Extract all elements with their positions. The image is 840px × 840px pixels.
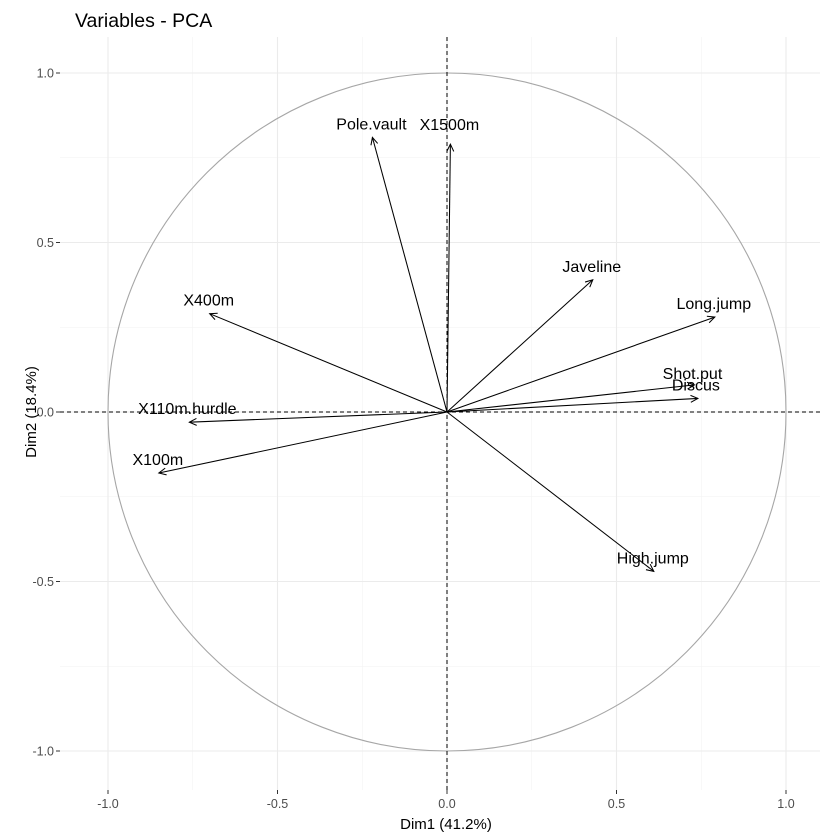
x-tick-label: -0.5 bbox=[267, 797, 289, 811]
arrow-shaft bbox=[446, 316, 715, 413]
arrow-head bbox=[188, 417, 197, 426]
arrow-javeline bbox=[446, 278, 594, 413]
arrow-head bbox=[690, 394, 700, 403]
label-discus: Discus bbox=[672, 377, 720, 394]
arrow-shaft bbox=[158, 411, 448, 474]
arrow-head bbox=[370, 136, 379, 146]
label-javeline: Javeline bbox=[562, 259, 621, 276]
arrow-shaft bbox=[446, 144, 451, 413]
y-tick-label: 0.5 bbox=[37, 236, 54, 250]
arrow-head bbox=[584, 278, 594, 288]
x-tick-label: 1.0 bbox=[777, 797, 794, 811]
y-tick-label: 0.0 bbox=[37, 406, 54, 420]
x-tick-label: 0.5 bbox=[608, 797, 625, 811]
arrow-shaft bbox=[189, 411, 448, 423]
arrow-high-jump bbox=[446, 411, 655, 573]
label-long-jump: Long.jump bbox=[676, 296, 751, 313]
variable-arrows bbox=[157, 136, 716, 573]
label-x100m: X100m bbox=[132, 452, 183, 469]
x-axis-title: Dim1 (41.2%) bbox=[400, 816, 492, 833]
label-high-jump: High.jump bbox=[617, 550, 689, 567]
label-shot-put: Shot.put bbox=[663, 366, 723, 383]
arrow-shot-put bbox=[446, 381, 696, 413]
arrow-head bbox=[686, 381, 696, 390]
y-axis-title: Dim2 (18.4%) bbox=[23, 366, 40, 458]
arrow-shaft bbox=[446, 397, 698, 413]
variable-labels: X100m Long.jump Shot.put High.jump X400m X110… bbox=[132, 116, 751, 567]
arrow-shaft bbox=[209, 313, 448, 413]
arrow-x400m bbox=[208, 312, 448, 413]
y-tick-label: -1.0 bbox=[32, 745, 54, 759]
arrow-shaft bbox=[446, 411, 655, 572]
y-tick-label: 1.0 bbox=[37, 67, 54, 81]
arrow-pole-vault bbox=[370, 136, 448, 413]
arrow-head bbox=[706, 315, 716, 324]
label-x400m: X400m bbox=[183, 293, 234, 310]
label-x1500m: X1500m bbox=[420, 117, 480, 134]
label-pole-vault: Pole.vault bbox=[336, 116, 407, 133]
arrow-x110m-hurdle bbox=[188, 411, 448, 426]
x-axis-ticks: -1.0 -0.5 0.0 0.5 1.0 bbox=[97, 790, 795, 811]
arrow-long-jump bbox=[446, 315, 716, 413]
arrow-discus bbox=[446, 394, 700, 413]
y-tick-label: -0.5 bbox=[32, 575, 54, 589]
minor-grid bbox=[60, 37, 820, 790]
arrow-shaft bbox=[446, 384, 695, 413]
plot-area: X100m Long.jump Shot.put High.jump X400m X110… bbox=[60, 37, 820, 790]
arrow-x1500m bbox=[446, 142, 455, 413]
x-tick-label: 0.0 bbox=[438, 797, 455, 811]
arrow-head bbox=[446, 142, 455, 152]
arrow-head bbox=[645, 563, 655, 573]
label-x110m-hurdle: X110m.hurdle bbox=[138, 401, 237, 418]
chart-title: Variables - PCA bbox=[75, 10, 212, 32]
arrow-shaft bbox=[446, 279, 594, 413]
x-tick-label: -1.0 bbox=[97, 797, 119, 811]
arrow-x100m bbox=[157, 411, 448, 476]
arrow-head bbox=[208, 312, 218, 321]
y-axis-ticks: -1.0 -0.5 0.0 0.5 1.0 bbox=[32, 67, 60, 759]
arrow-head bbox=[157, 467, 167, 476]
arrow-shaft bbox=[371, 137, 448, 413]
